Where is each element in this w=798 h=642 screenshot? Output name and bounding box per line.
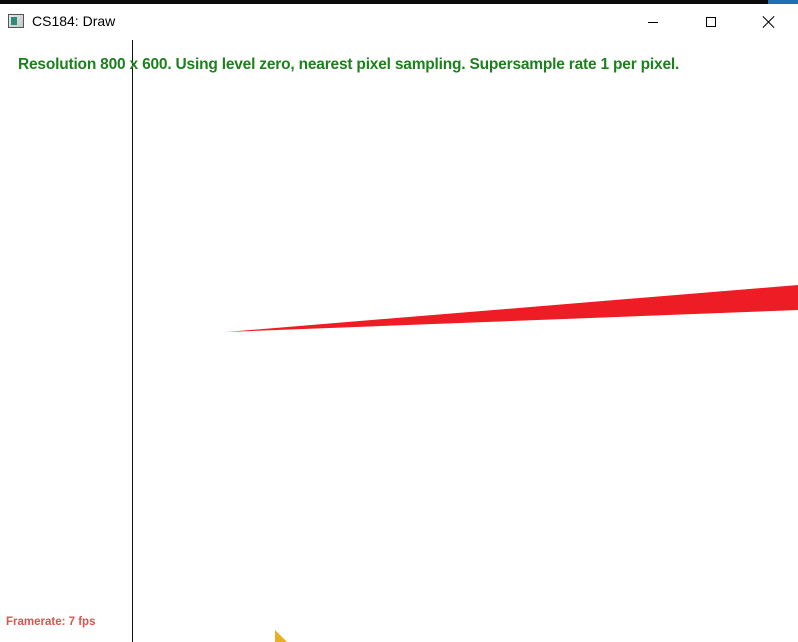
maximize-button[interactable] <box>682 4 740 40</box>
app-window-icon <box>8 14 24 28</box>
vertical-divider-line <box>132 40 133 642</box>
minimize-button[interactable] <box>624 4 682 40</box>
status-text: Resolution 800 x 600. Using level zero, … <box>18 56 680 73</box>
title-bar[interactable]: CS184: Draw <box>0 4 798 40</box>
maximize-icon <box>706 17 716 27</box>
drawing-canvas[interactable]: Resolution 800 x 600. Using level zero, … <box>0 40 798 642</box>
window-title: CS184: Draw <box>32 13 116 29</box>
framerate-label: Framerate: 7 fps <box>6 616 96 628</box>
close-icon <box>762 15 776 29</box>
red-triangle-shape <box>226 285 798 332</box>
desktop-background-strip <box>0 0 798 5</box>
desktop-accent <box>768 0 798 5</box>
rasterized-scene <box>226 285 798 642</box>
minimize-icon <box>648 21 658 23</box>
close-button[interactable] <box>740 4 798 40</box>
yellow-triangle-shape <box>275 630 287 642</box>
